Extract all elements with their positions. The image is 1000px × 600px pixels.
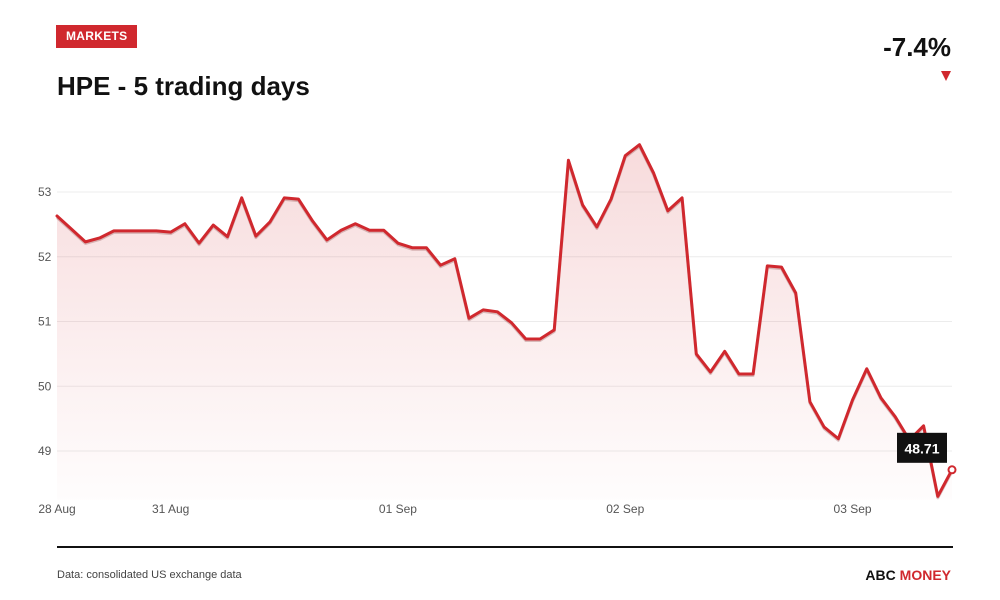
y-tick-label: 49 (38, 444, 52, 458)
x-tick-label: 01 Sep (379, 502, 417, 516)
brand-logo: ABC MONEY (865, 567, 951, 583)
price-area-fill (57, 144, 952, 500)
y-tick-label: 50 (38, 379, 52, 393)
last-price-dot (947, 465, 957, 475)
x-tick-label: 31 Aug (152, 502, 189, 516)
y-tick-label: 53 (38, 185, 52, 199)
y-tick-label: 51 (38, 315, 52, 329)
footer-divider (57, 546, 953, 548)
x-tick-label: 28 Aug (38, 502, 75, 516)
data-source-note: Data: consolidated US exchange data (57, 569, 242, 581)
section-badge: MARKETS (56, 25, 138, 48)
y-tick-label: 52 (38, 250, 52, 264)
x-tick-label: 03 Sep (834, 502, 872, 516)
price-chart: 49 50 51 52 53 28 Aug 31 Aug 01 Sep 02 Sep 03 Se… (38, 143, 957, 516)
x-tick-label: 02 Sep (606, 502, 644, 516)
last-price-label-box (897, 432, 947, 463)
y-axis-labels: 49 50 51 52 53 (38, 185, 52, 458)
price-change: -7.4% (883, 32, 951, 62)
last-price-label: 48.71 (897, 432, 947, 463)
triangle-down-icon (941, 71, 951, 81)
last-price-label-text: 48.71 (904, 440, 939, 456)
brand-name-second: MONEY (899, 567, 951, 583)
brand-name-first: ABC (865, 567, 896, 583)
chart-title: HPE - 5 trading days (57, 71, 310, 101)
price-line (55, 143, 954, 498)
x-axis-labels: 28 Aug 31 Aug 01 Sep 02 Sep 03 Sep (38, 502, 872, 516)
